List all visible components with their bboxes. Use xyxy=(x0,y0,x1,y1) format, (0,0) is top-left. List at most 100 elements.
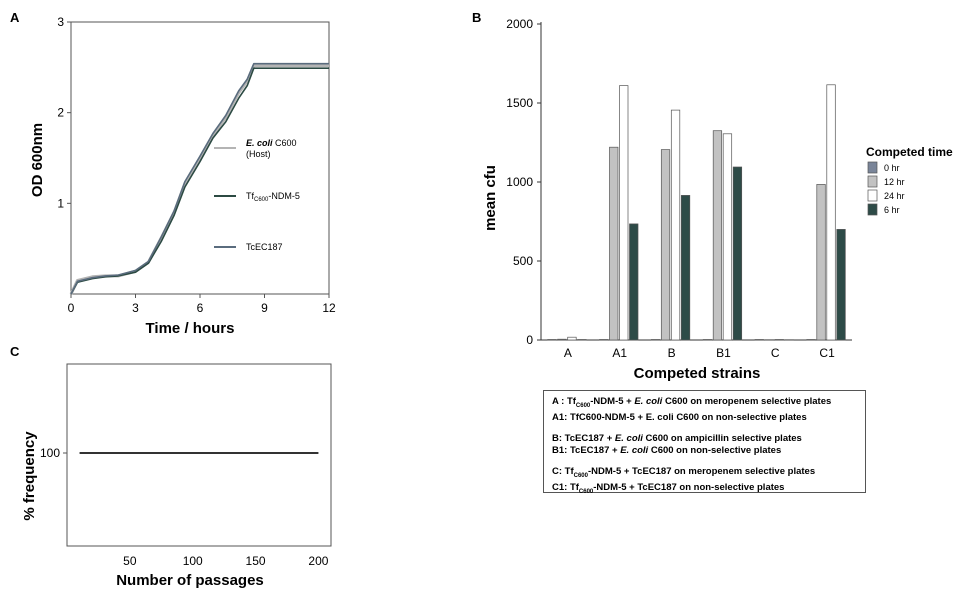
caption-gap xyxy=(552,457,857,466)
caption-text: A : Tf xyxy=(552,396,576,407)
legend-label: 6 hr xyxy=(884,205,900,215)
category-label: A xyxy=(564,346,572,360)
category-label: C1 xyxy=(819,346,835,360)
bar-B1-6hr xyxy=(732,166,743,341)
caption-line: C: TfC600-NDM-5 + TcEC187 on meropenem s… xyxy=(552,466,857,482)
legend-label-host-line2: (Host) xyxy=(246,149,271,159)
growth-curve-series-1 xyxy=(69,64,329,295)
caption-text: B1: TcEC187 + xyxy=(552,444,621,456)
bar-A1-12hr xyxy=(609,146,619,341)
x-tick-label: 3 xyxy=(132,301,139,315)
category-label: A1 xyxy=(612,346,627,360)
x-tick-label: 100 xyxy=(183,554,203,568)
y-tick-label: 100 xyxy=(40,446,60,460)
x-tick-label: 200 xyxy=(308,554,328,568)
bar-C1-6hr xyxy=(836,229,846,341)
panel-label-b: B xyxy=(472,10,481,25)
bar-A1-6hr xyxy=(629,223,639,341)
legend-title: Competed time xyxy=(866,145,953,159)
competition-bar-chart: 0 500 1000 1500 2000 A A1 B B1 C C1 Competed time… xyxy=(482,17,953,382)
caption-text: C600 on meropenem selective plates xyxy=(662,396,832,407)
x-axis-title: Competed strains xyxy=(634,365,761,382)
bar-C1-0hr xyxy=(806,339,816,341)
bar-A-6hr xyxy=(577,339,587,341)
legend-label-transconjugant: TcEC187 xyxy=(246,242,283,252)
caption-text: -NDM-5 + xyxy=(590,396,635,407)
growth-curve-series-3 xyxy=(70,62,329,295)
growth-curve-series-2 xyxy=(70,67,329,295)
bar-C1-12hr xyxy=(816,184,826,341)
caption-italic: E. coli xyxy=(614,432,643,444)
legend-label-host: E. coli C600 xyxy=(246,138,297,148)
y-tick-label: 0 xyxy=(526,333,533,347)
y-axis-title: mean cfu xyxy=(482,165,499,231)
bar-B-6hr xyxy=(680,195,691,341)
caption-text: B: TcEC187 + xyxy=(552,432,615,444)
legend-label-rest: C600 xyxy=(273,138,297,148)
x-tick-label: 150 xyxy=(246,554,266,568)
bar-A1-24hr xyxy=(619,85,629,341)
bar-C-6hr xyxy=(784,339,794,341)
legend-swatch xyxy=(867,203,878,216)
caption-line: B: TcEC187 + E. coli C600 on ampicillin … xyxy=(552,433,857,445)
caption-subscript: C600 xyxy=(573,472,588,479)
caption-text: -NDM-5 + TcEC187 on meropenem selective … xyxy=(587,465,816,477)
caption-line: C1: TfC600-NDM-5 + TcEC187 on non-select… xyxy=(552,482,857,498)
y-tick-label: 2 xyxy=(57,106,64,120)
y-tick-label: 1 xyxy=(57,196,64,210)
category-label: B xyxy=(668,346,676,360)
caption-text: C600 on non-selective plates xyxy=(648,444,782,456)
caption-line: A : TfC600-NDM-5 + E. coli C600 on merop… xyxy=(552,396,857,412)
legend-label-main: Tf xyxy=(246,191,254,201)
category-label: C xyxy=(771,346,780,360)
caption-text: C1: Tf xyxy=(552,481,579,493)
caption-subscript: C600 xyxy=(578,488,594,495)
y-tick-label: 500 xyxy=(513,254,533,268)
bar-B1-0hr xyxy=(702,339,713,341)
legend-label-sub: C600 xyxy=(254,197,269,203)
bar-B1-12hr xyxy=(712,130,723,341)
legend-swatch xyxy=(867,175,878,188)
x-tick-label: 12 xyxy=(322,301,336,315)
bar-C-12hr xyxy=(764,339,774,341)
x-tick-label: 50 xyxy=(123,554,137,568)
bar-A1-0hr xyxy=(599,339,609,341)
y-axis-title: % frequency xyxy=(21,431,38,521)
caption-text: C600 on ampicillin selective plates xyxy=(642,432,802,444)
bar-C-24hr xyxy=(774,339,784,341)
legend-label: 24 hr xyxy=(884,191,905,201)
strain-legend-box: A : TfC600-NDM-5 + E. coli C600 on merop… xyxy=(543,390,866,495)
bar-A-0hr xyxy=(547,339,557,341)
legend-label: 12 hr xyxy=(884,177,905,187)
caption-italic: E. coli xyxy=(634,396,663,407)
bar-C1-24hr xyxy=(826,84,836,341)
y-tick-label: 2000 xyxy=(506,17,533,31)
y-tick-label: 1500 xyxy=(506,96,533,110)
bar-C-0hr xyxy=(754,339,764,341)
passage-stability-chart: 50 100 150 200 100 Number of passages % freq… xyxy=(21,363,332,589)
caption-text: -NDM-5 + TcEC187 on non-selective plates xyxy=(593,481,785,493)
y-tick-label: 3 xyxy=(57,15,64,29)
legend-label-transformant: TfC600-NDM-5 xyxy=(246,191,300,203)
caption-text: A1: TfC600-NDM-5 + E. coli C600 on non-s… xyxy=(552,411,807,423)
caption-italic: E. coli xyxy=(620,444,649,456)
x-axis-title: Number of passages xyxy=(116,572,264,589)
y-tick-label: 1000 xyxy=(506,175,533,189)
legend-label-tail: -NDM-5 xyxy=(268,191,300,201)
bar-B1-24hr xyxy=(722,133,733,341)
caption-gap xyxy=(552,424,857,433)
legend-swatch xyxy=(867,189,878,202)
bar-A-12hr xyxy=(557,338,567,341)
bar-B-0hr xyxy=(650,339,661,341)
plot-frame xyxy=(66,363,332,547)
x-axis-title: Time / hours xyxy=(146,320,235,337)
panel-label-c: C xyxy=(10,344,20,359)
caption-line: B1: TcEC187 + E. coli C600 on non-select… xyxy=(552,445,857,457)
caption-subscript: C600 xyxy=(575,402,591,409)
y-axis-title: OD 600nm xyxy=(29,123,46,197)
bar-B-12hr xyxy=(660,149,671,341)
caption-line: A1: TfC600-NDM-5 + E. coli C600 on non-s… xyxy=(552,412,857,424)
legend-label-italic: E. coli xyxy=(246,138,273,148)
